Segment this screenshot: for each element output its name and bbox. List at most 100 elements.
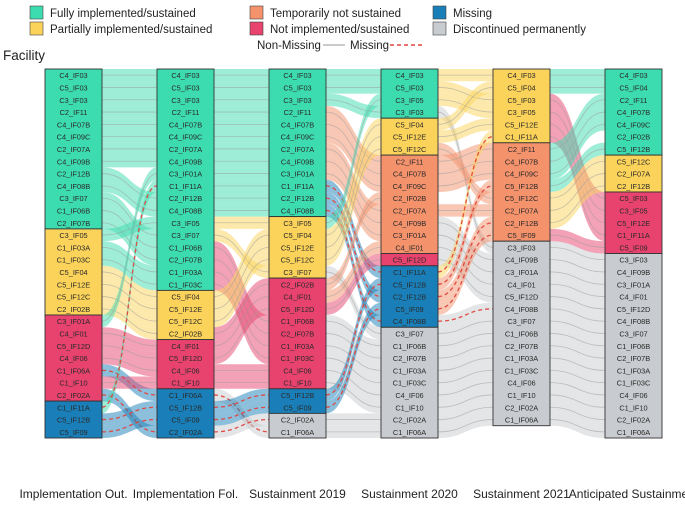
node-label-c2-if02b-s5: C2_IF02B (617, 133, 650, 142)
status-block-n-s0 (44, 314, 103, 402)
flow-line-c5-if12c-s2 (325, 148, 382, 261)
stage-label-sustainment-2019: Sustainment 2019 (249, 487, 346, 501)
node-label-c4-if09c-s0: C4_IF09C (57, 133, 91, 142)
node-label-c1-if11a-s5: C1_IF11A (617, 231, 650, 240)
node-label-c2-if11-s5: C2_IF11 (620, 96, 648, 105)
flow-line-c1-if03c-s2 (325, 357, 382, 384)
node-label-c4-if06-s1: C4_IF06 (171, 366, 199, 375)
legend-swatch-not-implemented-sustained (249, 21, 264, 36)
status-block-m-s3 (380, 265, 439, 328)
node-label-c2-if07b-s4: C2_IF07B (505, 342, 538, 351)
flow-line-c5-if12b-s0 (101, 406, 158, 421)
node-label-c4-if01-s2: C4_IF01 (283, 293, 311, 302)
node-label-c3-if07-s2: C3_IF07 (283, 268, 311, 277)
node-label-c4-if06-s5: C4_IF06 (619, 391, 647, 400)
node-label-c4-if09c-s5: C4_IF09C (617, 120, 651, 129)
flow-line-c4-if01-s4 (549, 283, 606, 297)
node-label-c1-if03c-s4: C1_IF03C (505, 366, 539, 375)
node-label-c2-if11-s3: C2_IF11 (396, 157, 424, 166)
flow-line-c5-if04-s1 (213, 234, 270, 297)
flow-line-c1-if03a-s0 (101, 246, 158, 273)
node-label-c2-if02a-s1: C2_IF02A (169, 428, 202, 437)
stage-column-anticipated-sustainment: C4_IF03 C5_IF04 C2_IF11 C4_IF07B C4_IF09C C2_… (604, 68, 663, 439)
status-block-m-s2 (268, 388, 327, 414)
node-label-c2-if07a-s2: C2_IF07A (281, 145, 314, 154)
node-label-c2-if12b-s4: C2_IF12B (505, 219, 538, 228)
node-label-c5-if03-s4: C5_IF03 (507, 96, 535, 105)
node-label-c5-if12c-s1: C5_IF12C (169, 317, 203, 326)
node-label-c2-if12b-s1: C2_IF12B (169, 194, 202, 203)
flows (101, 69, 606, 438)
flow-line-c1-if11a-s3 (437, 136, 494, 273)
flow-line-c1-if11a-s0 (101, 185, 158, 408)
node-label-c5-if09-s2: C5_IF09 (283, 403, 311, 412)
node-label-c4-if09b-s0: C4_IF09B (57, 157, 90, 166)
flow-line-c5-if04-s0 (101, 271, 158, 297)
node-label-c3-if03-s5: C3_IF03 (619, 256, 647, 265)
node-label-c4-if07b-s0: C4_IF07B (57, 120, 90, 129)
node-label-c5-if04-s4: C5_IF04 (507, 83, 535, 92)
node-label-c5-if12b-s5: C5_IF12B (617, 145, 650, 154)
legend-label-not-implemented-sustained: Not implemented/sustained (270, 24, 409, 36)
flow-line-c5-if12e-s2 (325, 136, 382, 248)
node-label-c1-if11a-s0: C1_IF11A (57, 403, 90, 412)
flow-line-c3-if07-s1 (213, 234, 270, 273)
status-block-d-s5 (604, 253, 663, 439)
node-label-c4-if08b-s3: C4_IF08B (393, 317, 426, 326)
legend-swatch-discontinued-permanently (432, 21, 447, 36)
flow-line-c2-if07a-s4 (549, 173, 606, 211)
node-label-c4-if06-s3: C4_IF06 (395, 391, 423, 400)
node-label-c5-if04-s0: C5_IF04 (59, 268, 87, 277)
node-label-c1-if06a-s1: C1_IF06A (169, 391, 202, 400)
flow-c1-if11a-s0 (102, 179, 157, 414)
node-label-c4-if09b-s5: C4_IF09B (617, 268, 650, 277)
flow-line-c5-if12b-s2 (325, 283, 382, 396)
flow-c2-if12b-s3 (438, 216, 493, 303)
node-label-c4-if09b-s4: C4_IF09B (505, 256, 538, 265)
flow-line-c1-if06a-s1 (213, 394, 270, 433)
node-label-c2-if12b-s5: C2_IF12B (617, 182, 650, 191)
node-label-c4-if09c-s1: C4_IF09C (169, 133, 203, 142)
flow-line-c5-if12d-s0 (101, 345, 158, 359)
node-label-c2-if07b-s5: C2_IF07B (617, 354, 650, 363)
node-label-c3-if01a-s2: C3_IF01A (281, 170, 314, 179)
node-label-c4-if09b-s2: C4_IF09B (281, 157, 314, 166)
flow-line-c5-if12c-s0 (101, 296, 158, 322)
node-label-c2-if07b-s1: C2_IF07B (169, 256, 202, 265)
node-label-c4-if08b-s2: C4_IF08B (281, 206, 314, 215)
flow-line-c3-if03-s4 (549, 246, 606, 261)
flow-line-c3-if05-s0 (101, 222, 158, 236)
node-label-c1-if03c-s5: C1_IF03C (617, 379, 651, 388)
flow-line-c5-if09-s2 (325, 308, 382, 408)
node-label-c5-if09-s0: C5_IF09 (59, 428, 87, 437)
node-label-c4-if09c-s3: C4_IF09C (393, 182, 427, 191)
status-block-f-s2 (268, 68, 327, 218)
node-label-c5-if12d-s4: C5_IF12D (505, 293, 539, 302)
node-label-c3-if01a-s4: C3_IF01A (505, 268, 538, 277)
flow-line-c5-if12e-s3 (437, 123, 494, 138)
flow-line-c1-if03a-s3 (437, 357, 494, 371)
node-label-c1-if06a-s0: C1_IF06A (57, 366, 90, 375)
flow-line-c5-if09-s3 (437, 234, 494, 310)
node-label-c1-if11a-s2: C1_IF11A (281, 182, 314, 191)
node-label-c4-if01-s0: C4_IF01 (59, 329, 87, 338)
flow-line-c1-if06a-s3 (437, 419, 494, 433)
flow-line-c1-if10-s4 (549, 394, 606, 408)
legend-label-discontinued-permanently: Discontinued permanently (453, 24, 586, 36)
flow-line-c4-if09c-s3 (437, 173, 494, 187)
flow-line-c2-if02b-s2 (325, 197, 382, 285)
flow-line-c4-if09b-s4 (549, 259, 606, 273)
node-label-c4-if08b-s4: C4_IF08B (505, 305, 538, 314)
flow-line-c3-if07-s0 (101, 197, 158, 236)
node-label-c3-if05-s1: C3_IF05 (171, 219, 199, 228)
flow-line-c4-if01-s0 (101, 333, 158, 347)
node-label-c4-if08b-s1: C4_IF08B (169, 206, 202, 215)
node-label-c1-if06b-s5: C1_IF06B (617, 342, 650, 351)
node-label-c3-if05-s0: C3_IF05 (59, 231, 87, 240)
flow-line-c5-if09-s4 (549, 234, 606, 248)
flow-c5-if09-s3 (438, 228, 493, 315)
node-label-c3-if03-s0: C3_IF03 (59, 96, 87, 105)
node-label-c3-if07-s0: C3_IF07 (59, 194, 87, 203)
node-label-c1-if11a-s3: C1_IF11A (393, 268, 426, 277)
node-label-c5-if04-s1: C5_IF04 (171, 293, 199, 302)
